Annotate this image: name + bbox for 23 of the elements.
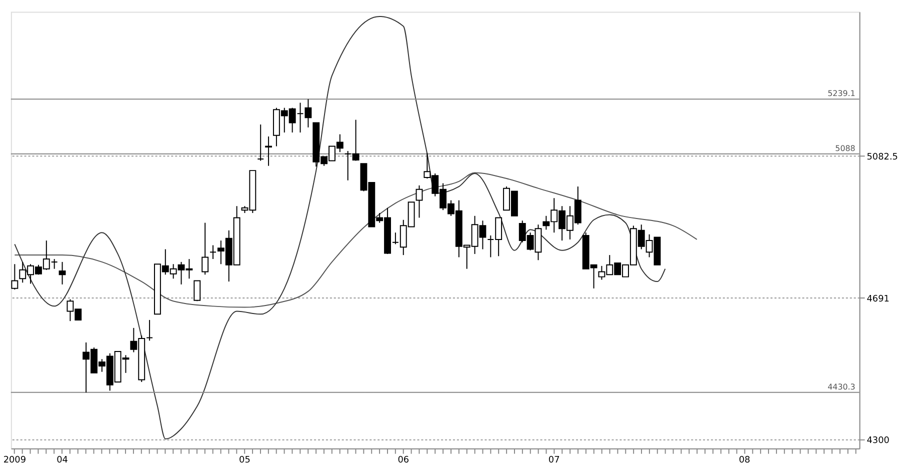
x-tick-label: 05 <box>239 456 250 466</box>
candlestick <box>210 244 216 260</box>
candlestick <box>11 264 18 290</box>
x-tick-label: 2009 <box>3 456 26 466</box>
candlestick <box>194 280 201 302</box>
x-tick-label: 07 <box>548 456 560 466</box>
candlestick <box>265 136 272 166</box>
candlestick <box>146 319 154 342</box>
candlestick <box>58 261 66 285</box>
candlestick <box>257 124 264 162</box>
line-series <box>14 172 698 308</box>
ref-line-label: 4430.3 <box>828 382 856 392</box>
x-tick-label: 08 <box>738 456 750 466</box>
y-tick-label: 4300 <box>866 436 890 446</box>
candlestick <box>202 222 209 276</box>
x-tick-label: 04 <box>56 456 68 466</box>
candlestick <box>416 184 423 218</box>
ref-line-label: 5088 <box>835 144 856 153</box>
y-tick-label: 5082.5 <box>866 152 898 162</box>
line-series <box>14 16 666 440</box>
y-tick-label: 4691 <box>866 294 890 304</box>
ref-line-label: 5239.1 <box>828 89 856 98</box>
x-tick-label: 06 <box>398 456 410 466</box>
